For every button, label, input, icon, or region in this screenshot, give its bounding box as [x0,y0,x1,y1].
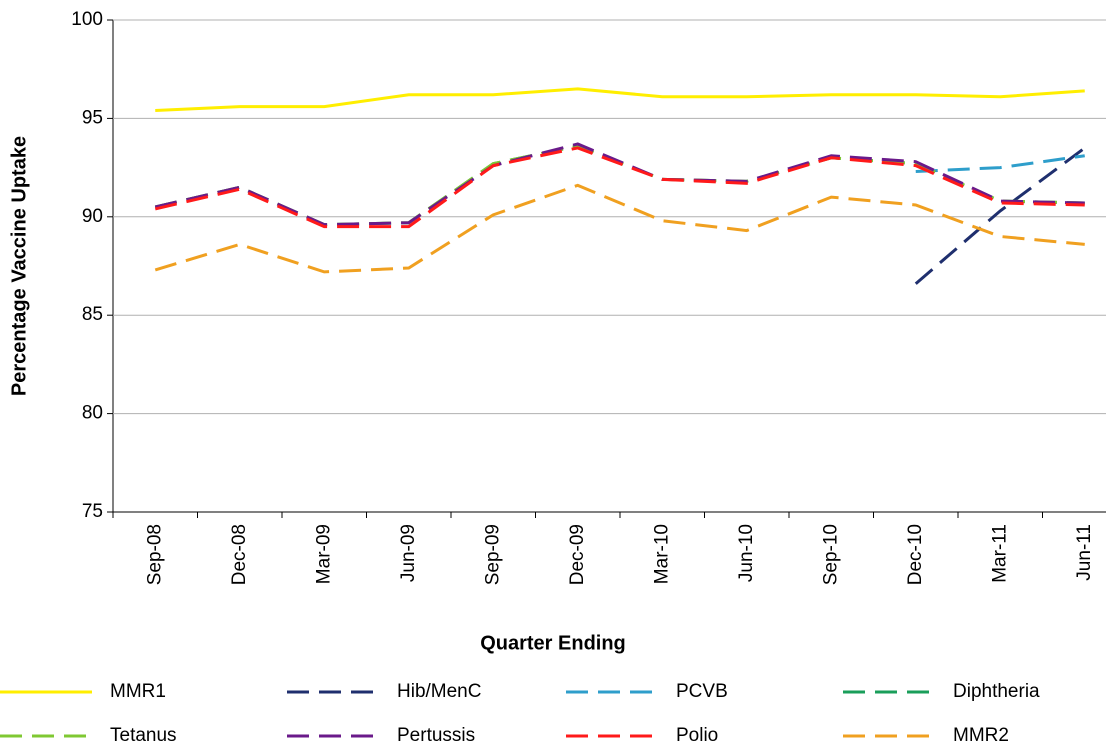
line-series [154,183,1085,274]
line-series [154,146,1085,229]
line-series [155,87,1085,113]
y-tick-label: 90 [82,206,103,227]
x-tick-label: Sep-09 [482,524,503,585]
y-tick-label: 100 [71,9,103,30]
legend-label: Pertussis [397,725,475,746]
legend-label: MMR1 [110,681,166,702]
x-tick-label: Jun-10 [736,524,757,582]
x-tick-label: Sep-10 [820,524,841,585]
line-series [914,146,1086,285]
y-axis-title: Percentage Vaccine Uptake [8,136,30,396]
x-tick-label: Mar-09 [313,524,334,584]
legend-label: Polio [676,725,718,746]
y-tick-label: 80 [82,403,103,424]
legend-label: Diphtheria [953,681,1040,702]
x-tick-label: Dec-08 [229,524,250,585]
line-series [154,142,1085,227]
legend-label: Tetanus [110,725,177,746]
x-tick-label: Dec-09 [567,524,588,585]
x-axis-title: Quarter Ending [480,632,626,654]
legend-label: Hib/MenC [397,681,481,702]
x-tick-label: Mar-11 [989,524,1010,583]
x-tick-label: Sep-08 [144,524,165,585]
x-tick-label: Dec-10 [905,524,926,585]
x-tick-label: Mar-10 [651,524,672,584]
line-series [915,154,1085,174]
x-tick-label: Jun-09 [398,524,419,582]
x-tick-label: Jun-11 [1074,524,1095,581]
legend-label: MMR2 [953,725,1009,746]
y-tick-label: 75 [82,501,103,522]
legend-label: PCVB [676,681,728,702]
y-tick-label: 95 [82,107,103,128]
y-tick-label: 85 [82,304,103,325]
